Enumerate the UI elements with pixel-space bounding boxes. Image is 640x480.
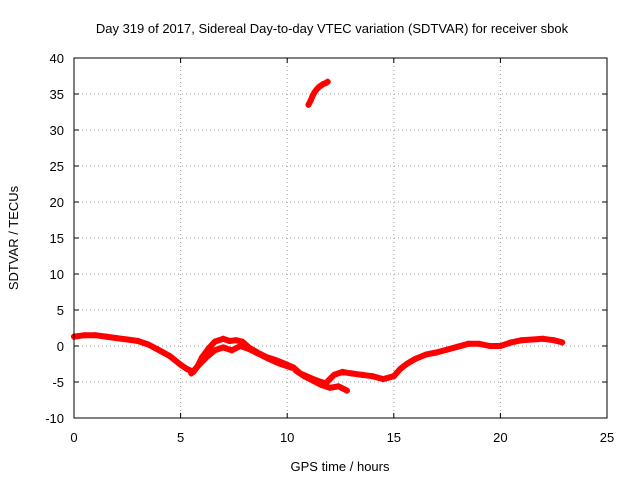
data-point bbox=[211, 338, 218, 345]
grid bbox=[74, 58, 607, 418]
data-point bbox=[262, 354, 269, 361]
data-point bbox=[166, 353, 173, 360]
data-point bbox=[220, 344, 227, 351]
x-tick-label: 5 bbox=[177, 430, 184, 445]
data-point bbox=[124, 336, 131, 343]
data-point bbox=[518, 337, 525, 344]
x-tick-label: 25 bbox=[600, 430, 614, 445]
data-point bbox=[444, 346, 451, 353]
data-point bbox=[343, 387, 350, 394]
data-point bbox=[145, 341, 152, 348]
data-point bbox=[237, 343, 244, 349]
data-point bbox=[454, 343, 461, 350]
data-point bbox=[529, 336, 536, 343]
data-point bbox=[380, 376, 387, 383]
chart-title: Day 319 of 2017, Sidereal Day-to-day VTE… bbox=[96, 21, 569, 36]
series-band bbox=[71, 332, 566, 387]
y-tick-label: -10 bbox=[45, 411, 64, 426]
plot-frame bbox=[73, 57, 608, 419]
data-point bbox=[550, 337, 557, 344]
data-point bbox=[220, 335, 227, 342]
data-point bbox=[339, 368, 346, 375]
data-point bbox=[358, 371, 365, 378]
y-tick-label: 10 bbox=[50, 267, 64, 282]
x-tick-label: 0 bbox=[70, 430, 77, 445]
data-point bbox=[305, 101, 312, 108]
y-tick-label: 35 bbox=[50, 87, 64, 102]
data-point bbox=[288, 364, 295, 371]
data-point bbox=[412, 355, 419, 362]
data-point bbox=[81, 332, 88, 339]
data-point bbox=[275, 360, 282, 367]
y-tick-label: 20 bbox=[50, 195, 64, 210]
y-tick-label: 25 bbox=[50, 159, 64, 174]
x-tick-label: 10 bbox=[280, 430, 294, 445]
data-point bbox=[486, 343, 493, 349]
data-point bbox=[335, 383, 342, 390]
y-tick-label: 15 bbox=[50, 231, 64, 246]
data-point bbox=[309, 92, 316, 99]
data-point bbox=[307, 97, 314, 104]
y-tick-label: 40 bbox=[50, 51, 64, 66]
data-point bbox=[245, 345, 252, 352]
data-point bbox=[369, 373, 376, 380]
data-point bbox=[183, 366, 190, 373]
data-point bbox=[497, 343, 504, 349]
data-point bbox=[540, 335, 547, 342]
data-point bbox=[233, 337, 240, 344]
y-tick-label: 5 bbox=[57, 303, 64, 318]
data-point bbox=[254, 350, 261, 357]
data-point bbox=[508, 339, 515, 346]
data-point bbox=[177, 361, 184, 368]
data-point bbox=[476, 340, 483, 347]
data-point bbox=[226, 337, 233, 344]
data-point bbox=[92, 332, 99, 339]
data-point bbox=[390, 373, 397, 380]
data-point bbox=[397, 366, 404, 373]
data-point bbox=[318, 381, 325, 388]
data-point bbox=[326, 384, 333, 391]
y-tick-label: 30 bbox=[50, 123, 64, 138]
data-point bbox=[465, 340, 472, 347]
data-point bbox=[403, 361, 410, 367]
data-point bbox=[188, 370, 195, 377]
y-tick-label: -5 bbox=[52, 375, 64, 390]
x-axis-label: GPS time / hours bbox=[291, 459, 390, 474]
data-point bbox=[194, 363, 201, 370]
data-point bbox=[113, 335, 120, 342]
data-point bbox=[348, 370, 355, 377]
data-point bbox=[211, 347, 218, 354]
data-point bbox=[433, 349, 440, 356]
data-point bbox=[331, 371, 338, 378]
x-tick-label: 20 bbox=[493, 430, 507, 445]
data-point bbox=[559, 339, 566, 346]
data-point bbox=[102, 333, 109, 340]
data-point bbox=[134, 337, 141, 344]
y-axis-label: SDTVAR / TECUs bbox=[6, 185, 21, 290]
data-point bbox=[203, 354, 210, 361]
data-point bbox=[309, 377, 316, 384]
data-point bbox=[422, 351, 429, 358]
data-points bbox=[71, 78, 566, 394]
data-point bbox=[301, 373, 308, 380]
data-point bbox=[228, 347, 235, 354]
axis-ticks: 0 5 10 15 20 25 -10 -5 0 5 10 15 20 25 30 35 40 bbox=[45, 51, 614, 445]
data-point bbox=[156, 347, 163, 354]
data-point bbox=[292, 367, 299, 374]
y-tick-label: 0 bbox=[57, 339, 64, 354]
data-point bbox=[205, 345, 212, 352]
x-tick-label: 15 bbox=[387, 430, 401, 445]
data-point bbox=[324, 78, 331, 85]
